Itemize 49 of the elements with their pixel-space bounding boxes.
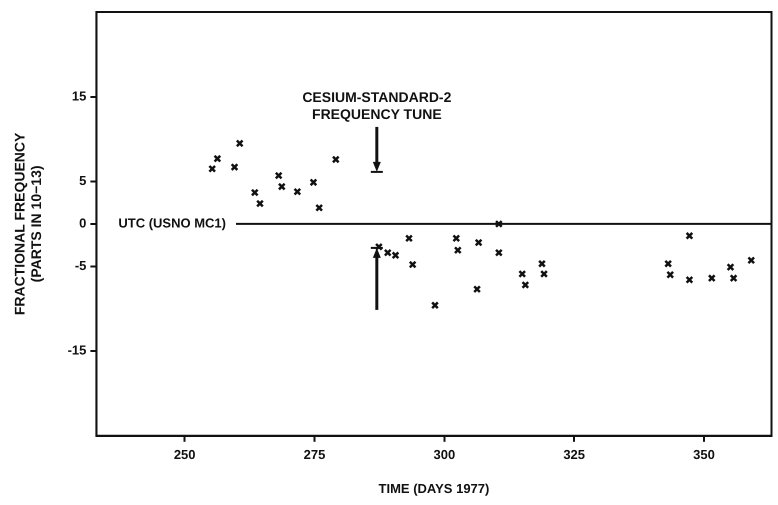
point [309,178,318,186]
ref-line-label: UTC (USNO MC1) [118,215,226,230]
point [408,260,417,269]
point [730,274,738,282]
point [208,164,216,173]
point [666,270,674,279]
point [494,220,503,228]
point [293,188,302,196]
y-tick-label: 5 [79,173,86,188]
point [332,155,340,164]
point [452,234,460,242]
point [685,276,694,284]
point [374,242,383,251]
x-tick-label: 275 [304,447,326,462]
point [250,188,259,197]
point [454,246,462,254]
point [664,260,672,268]
point [274,172,283,180]
point [474,238,483,247]
ref-line-label: CESIUM-STANDARD-2 FREQUENCY TUNE [302,88,452,123]
point [708,274,716,282]
x-tick-label: 350 [693,447,715,462]
point [430,301,440,310]
point [230,163,239,172]
x-tick-label: 300 [433,447,456,462]
y-tick-label: 0 [79,215,86,230]
point [236,139,244,148]
x-tick-label: 325 [563,447,586,462]
point [747,256,756,264]
point [472,285,482,294]
point [213,154,222,163]
y-tick-label: 15 [72,88,86,104]
point [518,270,526,278]
point [494,248,503,257]
point [685,232,694,240]
point [391,251,400,260]
point [726,263,735,272]
point [404,234,414,242]
x-axis-title: TIME (DAYS 1977) [378,480,490,496]
point [315,204,324,212]
point [540,270,548,278]
y-tick-label: -15 [68,342,86,358]
point [538,260,546,268]
point [256,199,264,208]
x-tick-label: 250 [174,447,196,462]
point [521,280,530,290]
point [278,182,286,191]
y-axis-title: FRACTIONAL FREQUENCY (PARTS IN 10−13) [11,132,44,316]
y-tick-label: -5 [74,258,86,273]
